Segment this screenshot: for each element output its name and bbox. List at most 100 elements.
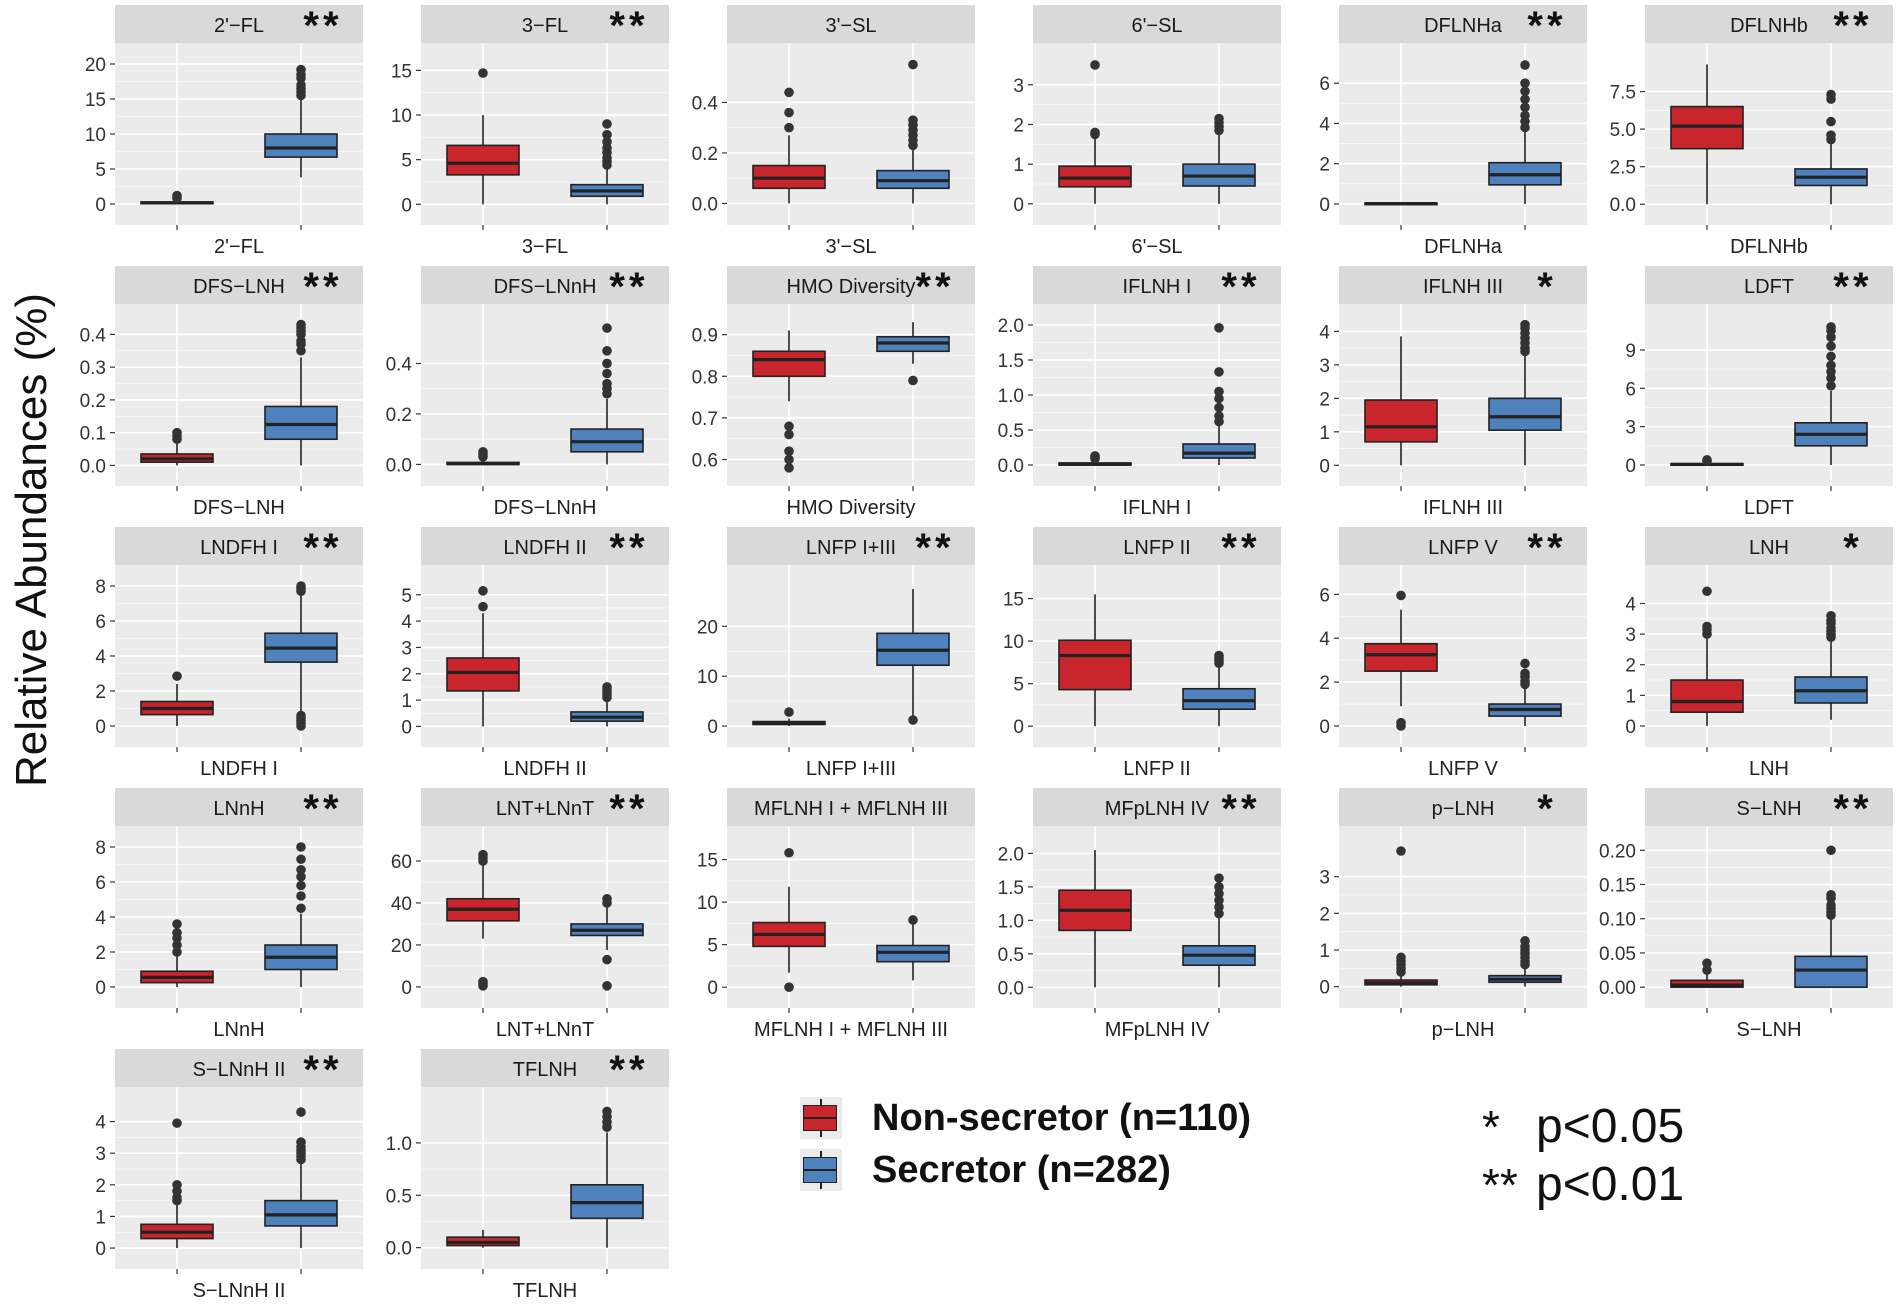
x-axis-label: IFLNH III xyxy=(1423,497,1503,519)
sig-mark-double: ** xyxy=(1482,1159,1518,1211)
y-tick-label: 5 xyxy=(401,151,412,172)
outlier-point xyxy=(1520,319,1530,330)
outlier-point xyxy=(908,59,918,70)
outlier-point xyxy=(602,346,612,356)
facet-panel: LNFP V ** 0 2 4 6 LNFP V xyxy=(1319,526,1587,780)
y-tick-label: 10 xyxy=(1003,632,1024,653)
significance-mark: ** xyxy=(303,1048,342,1092)
x-axis-label: TFLNH xyxy=(513,1280,577,1302)
y-tick-label: 0.3 xyxy=(80,358,106,379)
facet-strip xyxy=(727,788,975,826)
outlier-point xyxy=(172,1118,182,1128)
outlier-point xyxy=(908,375,918,386)
plot-background xyxy=(115,1087,363,1269)
outlier-point xyxy=(1214,393,1224,404)
outlier-point xyxy=(602,682,612,692)
box-non-secretor xyxy=(1058,639,1132,691)
x-axis-label: DFLNHa xyxy=(1424,236,1503,258)
outlier-point xyxy=(1214,402,1224,413)
significance-mark: * xyxy=(1843,526,1863,570)
significance-mark: ** xyxy=(609,265,648,309)
significance-mark: ** xyxy=(609,787,648,831)
significance-mark: ** xyxy=(1221,526,1260,570)
outlier-point xyxy=(784,982,794,992)
outlier-point xyxy=(478,849,488,860)
box-non-secretor xyxy=(446,657,520,692)
box-secretor xyxy=(264,405,338,441)
x-axis-label: LNnH xyxy=(213,1019,264,1041)
outlier-point xyxy=(296,880,306,891)
outlier-point xyxy=(1702,958,1712,968)
outlier-point xyxy=(784,707,794,717)
x-axis-label: HMO Diversity xyxy=(787,497,916,519)
y-tick-label: 0.5 xyxy=(998,421,1024,442)
y-tick-label: 0 xyxy=(1625,717,1636,738)
facet-title: LNFP II xyxy=(1123,537,1190,559)
facet-panel: LDFT ** 0 3 6 9 LDFT xyxy=(1625,265,1893,519)
facet-title: 3'−SL xyxy=(825,15,876,37)
facet-strip xyxy=(421,527,669,565)
outlier-point xyxy=(908,115,918,125)
facet-strip xyxy=(1645,788,1893,826)
outlier-point xyxy=(602,129,612,140)
y-tick-label: 0.2 xyxy=(386,405,412,426)
x-axis-label: LNT+LNnT xyxy=(496,1019,594,1041)
facet-panel: LNDFH I ** 0 2 4 6 8 LNDFH I xyxy=(95,526,363,780)
y-tick-label: 0 xyxy=(401,717,412,738)
facet-strip xyxy=(1339,5,1587,43)
y-tick-label: 0.0 xyxy=(386,455,412,476)
facet-strip xyxy=(1033,788,1281,826)
facet-panel: DFS−LNnH ** 0.0 0.2 0.4 DFS−LNnH xyxy=(386,265,669,519)
y-tick-label: 1.5 xyxy=(998,351,1024,372)
y-tick-label: 0.00 xyxy=(1599,978,1636,999)
x-axis-label: IFLNH I xyxy=(1123,497,1192,519)
facet-title: HMO Diversity xyxy=(787,276,916,298)
y-tick-label: 6 xyxy=(1625,379,1636,400)
outlier-point xyxy=(1214,895,1224,906)
y-tick-label: 0.2 xyxy=(692,144,718,165)
plot-background xyxy=(1033,43,1281,225)
outlier-point xyxy=(296,842,306,852)
significance-mark: ** xyxy=(1527,4,1566,48)
y-tick-label: 2 xyxy=(1319,389,1330,410)
facet-strip xyxy=(727,266,975,304)
significance-mark: ** xyxy=(1833,787,1872,831)
facet-panel: S−LNH ** 0.00 0.05 0.10 0.15 0.20 S−LNH xyxy=(1599,787,1893,1041)
outlier-point xyxy=(1826,845,1836,856)
significance-mark: ** xyxy=(1527,526,1566,570)
outlier-point xyxy=(602,119,612,129)
y-tick-label: 1.0 xyxy=(998,386,1024,407)
facet-strip xyxy=(115,5,363,43)
y-tick-label: 5 xyxy=(401,586,412,607)
facet-title: S−LNnH II xyxy=(193,1059,286,1081)
facet-title: LNDFH II xyxy=(503,537,586,559)
x-axis-label: 2'−FL xyxy=(214,236,264,258)
y-tick-label: 3 xyxy=(401,638,412,659)
facet-panel: DFS−LNH ** 0.0 0.1 0.2 0.3 0.4 DFS−LNH xyxy=(80,265,363,519)
legend-item-secretor: Secretor (n=282) xyxy=(800,1144,1251,1196)
outlier-point xyxy=(172,947,182,957)
facet-panel: IFLNH I ** 0.0 0.5 1.0 1.5 2.0 IFLNH I xyxy=(998,265,1281,519)
outlier-point xyxy=(602,323,612,333)
y-tick-label: 0 xyxy=(401,978,412,999)
plot-background xyxy=(727,43,975,225)
y-tick-label: 40 xyxy=(391,894,412,915)
legend-label-secretor: Secretor (n=282) xyxy=(872,1148,1171,1191)
y-tick-label: 10 xyxy=(697,667,718,688)
outlier-point xyxy=(1520,936,1530,946)
y-tick-label: 0.4 xyxy=(80,325,107,346)
y-tick-label: 0 xyxy=(1319,195,1330,216)
y-tick-label: 6 xyxy=(95,612,106,633)
significance-mark: ** xyxy=(1221,265,1260,309)
plot-background xyxy=(1339,43,1587,225)
sig-mark-single: * xyxy=(1482,1101,1500,1153)
x-axis-label: LNDFH I xyxy=(200,758,278,780)
box-non-secretor xyxy=(752,350,826,378)
facet-strip xyxy=(727,527,975,565)
y-tick-label: 5 xyxy=(95,160,106,181)
outlier-point xyxy=(602,1106,612,1117)
y-tick-label: 2.0 xyxy=(998,844,1024,865)
significance-legend: * p<0.05 ** p<0.01 xyxy=(1482,1098,1684,1214)
outlier-point xyxy=(296,710,306,721)
